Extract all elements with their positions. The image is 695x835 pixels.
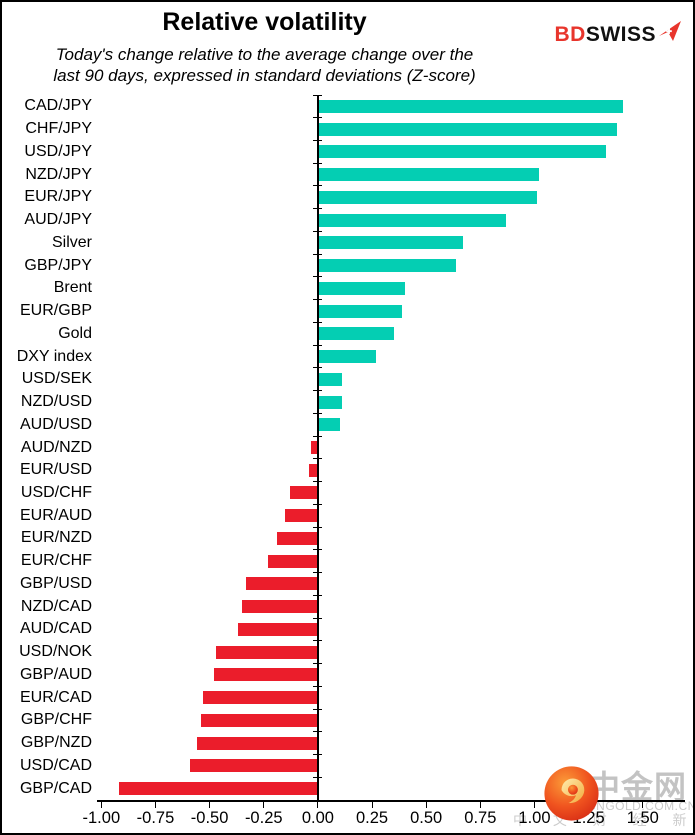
bar-gbp-aud: [213, 668, 318, 682]
bar-aud-jpy: [317, 213, 507, 227]
bar-gbp-nzd: [196, 736, 318, 750]
bar-gbp-jpy: [317, 259, 457, 273]
y-label-eur-usd: EUR/USD: [19, 461, 92, 479]
y-label-eur-jpy: EUR/JPY: [24, 188, 92, 206]
bar-gbp-usd: [246, 577, 318, 591]
y-label-usd-sek: USD/SEK: [21, 370, 92, 388]
y-label-usd-cad: USD/CAD: [19, 756, 92, 774]
bar-nzd-jpy: [317, 168, 539, 182]
bdswiss-logo: BD SWISS: [554, 19, 683, 50]
y-label-eur-aud: EUR/AUD: [19, 506, 92, 524]
bar-gold: [317, 327, 394, 341]
bar-eur-chf: [268, 554, 318, 568]
x-tick-label-0-50: 0.50: [410, 809, 443, 827]
y-label-cad-jpy: CAD/JPY: [24, 97, 92, 115]
bar-cad-jpy: [317, 99, 624, 113]
x-axis-tick: [371, 800, 373, 808]
bar-aud-usd: [317, 418, 340, 432]
x-axis-tick: [533, 800, 535, 808]
bar-usd-chf: [289, 486, 318, 500]
x-axis-tick: [479, 800, 481, 808]
x-tick-label-0-25: 0.25: [355, 809, 389, 827]
chart-title: Relative volatility: [162, 8, 367, 36]
y-label-eur-chf: EUR/CHF: [20, 552, 92, 570]
x-axis-tick: [425, 800, 427, 808]
y-label-aud-jpy: AUD/JPY: [24, 211, 92, 229]
bar-aud-nzd: [311, 441, 318, 454]
y-label-gbp-aud: GBP/AUD: [19, 665, 92, 683]
logo-swiss-text: SWISS: [585, 22, 656, 46]
bar-eur-aud: [285, 509, 318, 523]
x-tick-label-1-50: 1.50: [626, 809, 659, 827]
y-label-gbp-chf: GBP/CHF: [20, 711, 92, 729]
x-axis-tick: [209, 800, 211, 808]
bar-chf-jpy: [317, 122, 617, 136]
y-label-eur-cad: EUR/CAD: [19, 688, 92, 706]
x-tick-label--0-50: -0.50: [190, 809, 229, 827]
y-label-nzd-usd: NZD/USD: [20, 393, 92, 411]
bar-eur-jpy: [317, 190, 537, 204]
y-label-usd-chf: USD/CHF: [20, 483, 92, 501]
logo-bd-text: BD: [554, 22, 586, 46]
y-label-brent: Brent: [53, 279, 92, 297]
x-tick-label--0-25: -0.25: [244, 809, 283, 827]
bar-brent: [317, 281, 405, 295]
y-label-aud-nzd: AUD/NZD: [20, 438, 92, 456]
zero-axis-line: [317, 95, 319, 800]
bar-usd-cad: [190, 759, 318, 773]
y-label-gbp-jpy: GBP/JPY: [24, 256, 92, 274]
x-tick-label--0-75: -0.75: [136, 809, 175, 827]
y-label-gbp-cad: GBP/CAD: [19, 779, 92, 797]
y-label-gbp-nzd: GBP/NZD: [20, 734, 92, 752]
bar-eur-gbp: [317, 304, 403, 318]
y-label-eur-nzd: EUR/NZD: [20, 529, 92, 547]
bar-gbp-cad: [118, 782, 318, 796]
cngold-logo-icon: [543, 765, 600, 827]
watermark-domain: CNGOLD.COM.CN: [587, 799, 695, 813]
bar-gbp-chf: [200, 713, 318, 727]
bar-usd-sek: [317, 372, 342, 386]
x-axis-tick: [263, 800, 265, 808]
bar-eur-usd: [309, 463, 318, 477]
y-label-gbp-usd: GBP/USD: [19, 574, 92, 592]
y-label-aud-usd: AUD/USD: [19, 415, 92, 433]
bar-eur-nzd: [276, 531, 318, 545]
x-tick-label-0-75: 0.75: [464, 809, 497, 827]
x-axis-tick: [317, 800, 319, 808]
bar-dxy-index: [317, 350, 377, 364]
bar-nzd-cad: [242, 600, 318, 614]
x-tick-label-1-00: 1.00: [518, 809, 551, 827]
bar-aud-cad: [237, 622, 318, 636]
bar-usd-jpy: [317, 145, 606, 159]
bar-eur-cad: [203, 691, 318, 705]
y-label-usd-jpy: USD/JPY: [24, 142, 92, 160]
watermark-site-name: 中金网: [588, 769, 688, 805]
swiss-arrow-icon: [656, 19, 683, 50]
y-label-silver: Silver: [51, 233, 92, 251]
x-axis-line: [97, 800, 685, 802]
bar-usd-nok: [216, 645, 318, 659]
y-label-chf-jpy: CHF/JPY: [25, 120, 92, 138]
y-label-usd-nok: USD/NOK: [19, 643, 92, 661]
chart-subtitle: Today's change relative to the average c…: [2, 44, 527, 86]
subtitle-line-2: last 90 days, expressed in standard devi…: [53, 66, 476, 85]
x-axis-tick: [642, 800, 644, 808]
x-tick-label-0-00: 0.00: [301, 809, 334, 827]
y-label-eur-gbp: EUR/GBP: [19, 302, 92, 320]
bar-nzd-usd: [317, 395, 342, 409]
subtitle-line-1: Today's change relative to the average c…: [55, 45, 474, 64]
y-label-nzd-jpy: NZD/JPY: [25, 165, 92, 183]
bar-silver: [317, 236, 463, 250]
x-axis-tick: [154, 800, 156, 808]
x-tick-label--1-00: -1.00: [82, 809, 121, 827]
y-label-aud-cad: AUD/CAD: [19, 620, 92, 638]
y-label-gold: Gold: [58, 324, 92, 342]
y-label-nzd-cad: NZD/CAD: [20, 597, 92, 615]
x-axis-tick: [100, 800, 102, 808]
y-label-dxy-index: DXY index: [16, 347, 92, 365]
